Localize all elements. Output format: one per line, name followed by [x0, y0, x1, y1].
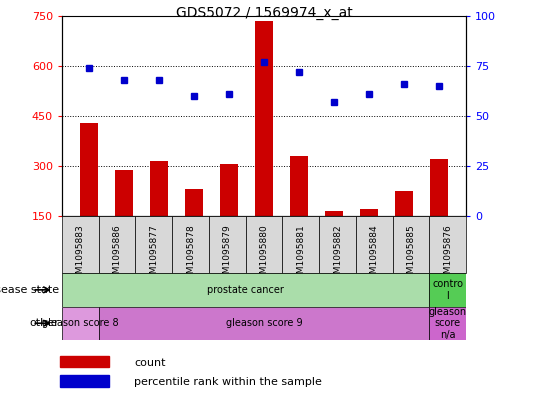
- Bar: [59, 356, 109, 367]
- Text: contro
l: contro l: [432, 279, 464, 301]
- Text: other: other: [30, 318, 59, 328]
- Bar: [99, 216, 135, 273]
- Text: gleason
score
n/a: gleason score n/a: [429, 307, 467, 340]
- Bar: [62, 216, 99, 273]
- Text: gleason score 8: gleason score 8: [42, 318, 119, 328]
- Text: GSM1095878: GSM1095878: [186, 225, 195, 285]
- Text: disease state: disease state: [0, 285, 59, 295]
- Bar: [396, 191, 413, 216]
- Bar: [393, 216, 430, 273]
- Bar: [430, 273, 466, 307]
- Bar: [291, 156, 308, 216]
- Bar: [62, 307, 99, 340]
- Bar: [319, 216, 356, 273]
- Bar: [282, 216, 319, 273]
- Bar: [430, 216, 466, 273]
- Text: count: count: [134, 358, 165, 368]
- Bar: [59, 375, 109, 387]
- Bar: [326, 211, 343, 216]
- Text: GSM1095885: GSM1095885: [406, 225, 416, 285]
- Bar: [255, 21, 273, 216]
- Text: GSM1095877: GSM1095877: [149, 225, 158, 285]
- Text: GSM1095880: GSM1095880: [260, 225, 268, 285]
- Text: prostate cancer: prostate cancer: [208, 285, 284, 295]
- Text: GSM1095879: GSM1095879: [223, 225, 232, 285]
- Bar: [115, 171, 133, 216]
- Bar: [430, 160, 448, 216]
- Text: gleason score 9: gleason score 9: [226, 318, 302, 328]
- Text: GSM1095882: GSM1095882: [333, 225, 342, 285]
- Text: GSM1095883: GSM1095883: [76, 225, 85, 285]
- Bar: [150, 161, 168, 216]
- Bar: [220, 164, 238, 216]
- Text: percentile rank within the sample: percentile rank within the sample: [134, 377, 322, 387]
- Text: GSM1095881: GSM1095881: [296, 225, 306, 285]
- Bar: [185, 189, 203, 216]
- Bar: [209, 216, 246, 273]
- Text: GDS5072 / 1569974_x_at: GDS5072 / 1569974_x_at: [176, 6, 353, 20]
- Text: GSM1095884: GSM1095884: [370, 225, 379, 285]
- Text: GSM1095876: GSM1095876: [444, 225, 452, 285]
- Text: GSM1095886: GSM1095886: [113, 225, 122, 285]
- Bar: [246, 216, 282, 273]
- Bar: [80, 123, 98, 216]
- Bar: [135, 216, 172, 273]
- Bar: [361, 209, 378, 216]
- Bar: [430, 307, 466, 340]
- Bar: [356, 216, 393, 273]
- Bar: [172, 216, 209, 273]
- Bar: [99, 307, 430, 340]
